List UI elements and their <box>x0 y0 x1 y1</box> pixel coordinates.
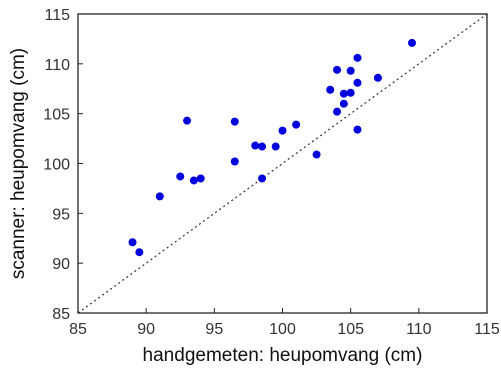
x-tick-label: 90 <box>137 321 155 338</box>
data-point <box>353 125 362 134</box>
y-axis-title: scanner: heupomvang (cm) <box>8 48 29 279</box>
data-point <box>271 142 280 151</box>
data-point <box>373 73 382 82</box>
data-points-layer <box>128 38 417 257</box>
data-point <box>353 53 362 62</box>
x-tick-label: 95 <box>205 321 223 338</box>
x-tick-label: 85 <box>69 321 87 338</box>
ticks-layer: 85 90 95 100 105 110 115 85 90 95 100 105 110 115 <box>43 7 500 338</box>
data-point <box>408 38 417 47</box>
y-tick-label: 95 <box>52 206 70 223</box>
x-tick-label: 110 <box>406 321 432 338</box>
data-point <box>128 238 137 247</box>
data-point <box>230 157 239 166</box>
data-point <box>189 176 198 185</box>
x-tick-label: 100 <box>269 321 296 338</box>
data-point <box>251 141 260 150</box>
x-tick-label: 105 <box>337 321 364 338</box>
data-point <box>196 174 205 183</box>
data-point <box>230 117 239 126</box>
data-point <box>258 142 267 151</box>
data-point <box>346 88 355 97</box>
x-tick-label: 115 <box>474 321 500 338</box>
data-point <box>333 107 342 116</box>
data-point <box>353 78 362 87</box>
y-tick-label: 90 <box>52 256 70 273</box>
data-point <box>333 65 342 74</box>
data-point <box>155 192 164 201</box>
y-tick-label: 110 <box>44 57 70 74</box>
data-point <box>312 150 321 159</box>
data-point <box>292 120 301 129</box>
y-tick-label: 100 <box>43 157 70 174</box>
data-point <box>339 89 348 98</box>
data-point <box>346 66 355 75</box>
data-point <box>278 126 287 135</box>
y-tick-label: 115 <box>44 7 70 24</box>
x-axis-title: handgemeten: heupomvang (cm) <box>143 345 423 366</box>
data-point <box>258 174 267 183</box>
data-point <box>326 85 335 94</box>
data-point <box>135 248 144 257</box>
y-tick-label: 105 <box>43 107 70 124</box>
data-point <box>339 99 348 108</box>
y-tick-label: 85 <box>52 306 70 323</box>
data-point <box>183 116 192 125</box>
data-point <box>176 172 185 181</box>
